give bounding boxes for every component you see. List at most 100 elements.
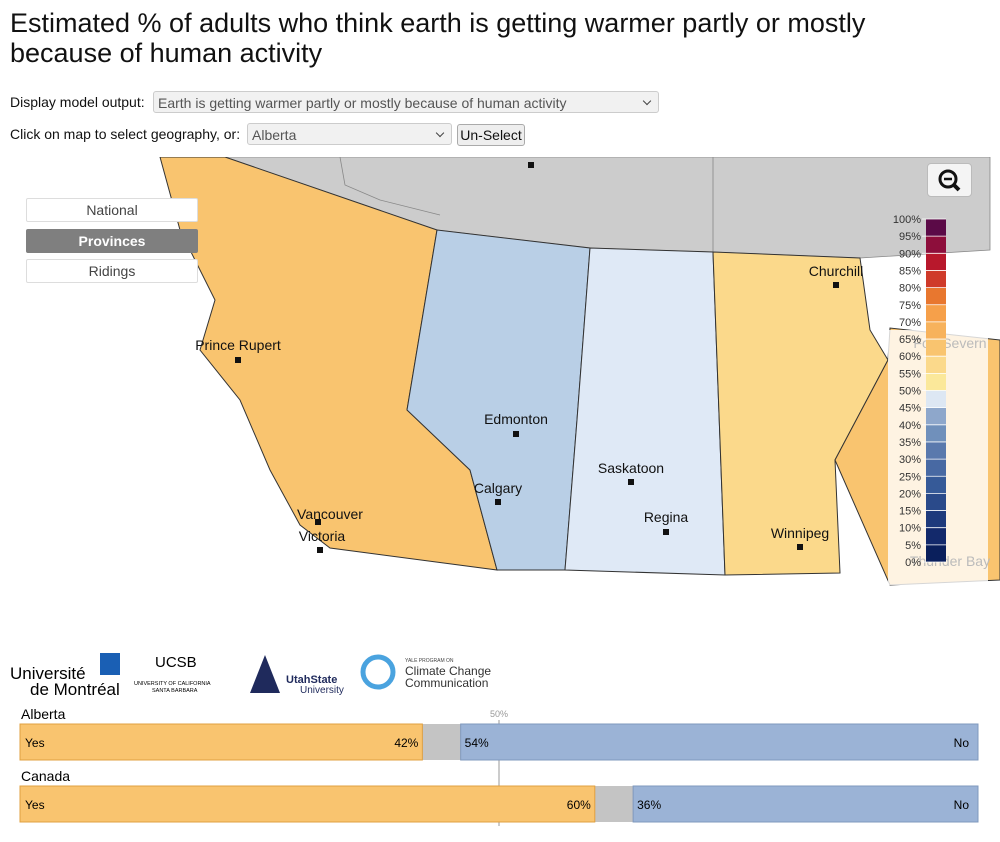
- border: [339, 157, 714, 252]
- output-select[interactable]: Earth is getting warmer partly or mostly…: [153, 91, 659, 113]
- legend-swatch: [926, 236, 946, 254]
- legend-swatch: [926, 424, 946, 442]
- legend-swatch: [926, 544, 946, 562]
- city-label: Regina: [644, 509, 689, 525]
- geo-label: Click on map to select geography, or:: [10, 126, 241, 142]
- legend-tick-label: 95%: [899, 231, 921, 243]
- logos: Université de Montréal UCSB UNIVERSITY O…: [10, 653, 491, 699]
- yes-label: Yes: [25, 736, 45, 750]
- nav-button[interactable]: Provinces: [26, 229, 198, 253]
- no-label: No: [954, 736, 970, 750]
- row-label: Canada: [21, 768, 70, 784]
- legend-tick-label: 75%: [899, 300, 921, 312]
- legend-swatch: [926, 459, 946, 477]
- saskatchewan[interactable]: [564, 247, 726, 576]
- zoom-button[interactable]: [927, 163, 972, 197]
- legend-swatch: [926, 356, 946, 374]
- legend-tick-label: 15%: [899, 506, 921, 518]
- yes-label: Yes: [25, 798, 45, 812]
- legend-swatch: [926, 493, 946, 511]
- legend-tick-label: 45%: [899, 403, 921, 415]
- logo-text: University: [300, 685, 344, 696]
- city-marker: [528, 162, 534, 168]
- legend-tick-label: 60%: [899, 351, 921, 363]
- legend-tick-label: 25%: [899, 471, 921, 483]
- city-label: Fort Severn: [913, 335, 986, 351]
- legend-swatch: [926, 287, 946, 305]
- city-label: Thunder Bay: [910, 553, 990, 569]
- logo-text: de Montréal: [30, 680, 120, 699]
- opinion-bars: 50% Alberta Yes No 42% 54% Canada Yes No 60% 36%: [19, 706, 979, 826]
- legend-tick-label: 70%: [899, 317, 921, 329]
- city-marker: [663, 529, 669, 535]
- page-title: Estimated % of adults who think earth is…: [10, 8, 866, 68]
- legend-swatch: [926, 219, 946, 237]
- legend-tick-label: 80%: [899, 283, 921, 295]
- value-label: 54%: [465, 736, 489, 750]
- legend-swatch: [926, 304, 946, 322]
- value-label: 42%: [394, 736, 418, 750]
- yes-bar: [19, 785, 596, 823]
- legend-tick-label: 50%: [899, 386, 921, 398]
- legend-tick-label: 30%: [899, 454, 921, 466]
- nav-button[interactable]: Ridings: [26, 259, 198, 283]
- legend-tick-label: 65%: [899, 334, 921, 346]
- legend-swatch: [926, 373, 946, 391]
- legend-tick-label: 10%: [899, 523, 921, 535]
- city-label: Edmonton: [484, 411, 548, 427]
- legend-swatch: [926, 407, 946, 425]
- city-marker: [797, 544, 803, 550]
- legend-swatch: [926, 390, 946, 408]
- legend-tick-label: 90%: [899, 248, 921, 260]
- logo-mark: [100, 653, 120, 675]
- midline-label: 50%: [490, 709, 508, 719]
- city-marker: [833, 282, 839, 288]
- legend-swatch: [926, 321, 946, 340]
- logo-text: YALE PROGRAM ON: [405, 658, 454, 664]
- city-label: Prince Rupert: [195, 337, 281, 353]
- legend-swatch: [926, 441, 946, 460]
- legend-tick-label: 5%: [905, 540, 921, 552]
- city-label: Winnipeg: [771, 525, 829, 541]
- logo-text: UNIVERSITY OF CALIFORNIA: [134, 681, 211, 687]
- legend-tick-label: 20%: [899, 488, 921, 500]
- map: YellowknifeChurchillPrince RupertEdmonto…: [159, 157, 1000, 586]
- logo-mark: [360, 654, 396, 690]
- value-label: 60%: [567, 798, 591, 812]
- logo-text: Communication: [405, 676, 488, 690]
- legend-tick-label: 40%: [899, 420, 921, 432]
- output-label: Display model output:: [10, 94, 145, 110]
- legend-tick-label: 85%: [899, 265, 921, 277]
- legend-swatch: [926, 253, 946, 271]
- logo-text: UCSB: [155, 654, 197, 671]
- logo-mark: [250, 655, 280, 693]
- yes-bar: [19, 723, 423, 761]
- city-marker: [315, 519, 321, 525]
- city-marker: [317, 547, 323, 553]
- city-marker: [628, 479, 634, 485]
- row-label: Alberta: [21, 706, 66, 722]
- geo-select[interactable]: Alberta: [247, 123, 452, 145]
- city-marker: [513, 431, 519, 437]
- city-label: Churchill: [809, 263, 863, 279]
- city-label: Saskatoon: [598, 460, 664, 476]
- legend-swatch: [926, 510, 946, 528]
- legend-tick-label: 0%: [905, 557, 921, 569]
- legend-swatch: [926, 476, 946, 494]
- legend-tick-label: 35%: [899, 437, 921, 449]
- legend-tick-label: 55%: [899, 368, 921, 380]
- logo-text: Climate Change: [405, 664, 491, 678]
- nav-button[interactable]: National: [26, 198, 198, 222]
- value-label: 36%: [637, 798, 661, 812]
- no-bar: [460, 723, 979, 761]
- logo-text: Université: [10, 664, 86, 683]
- logo-text: SANTA BARBARA: [152, 688, 198, 694]
- legend-swatch: [926, 339, 946, 357]
- logo-text: UtahState: [286, 674, 337, 686]
- legend-swatch: [926, 527, 946, 545]
- city-marker: [495, 499, 501, 505]
- no-bar: [632, 785, 979, 823]
- city-label: Victoria: [299, 528, 346, 544]
- unselect-button[interactable]: Un-Select: [457, 124, 525, 146]
- city-marker: [235, 357, 241, 363]
